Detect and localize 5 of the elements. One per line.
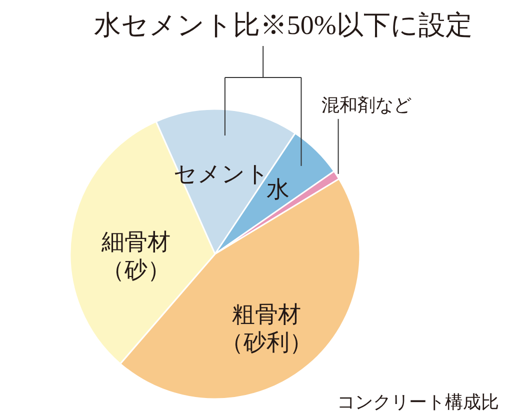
text: コンクリート構成比 xyxy=(337,392,499,412)
slice-label: 細骨材（砂） xyxy=(100,229,171,282)
slice-label: 粗骨材（砂利） xyxy=(220,302,312,355)
text: 水セメント比※50%以下に設定 xyxy=(94,10,472,40)
slice-label: 混和剤など xyxy=(321,94,412,115)
